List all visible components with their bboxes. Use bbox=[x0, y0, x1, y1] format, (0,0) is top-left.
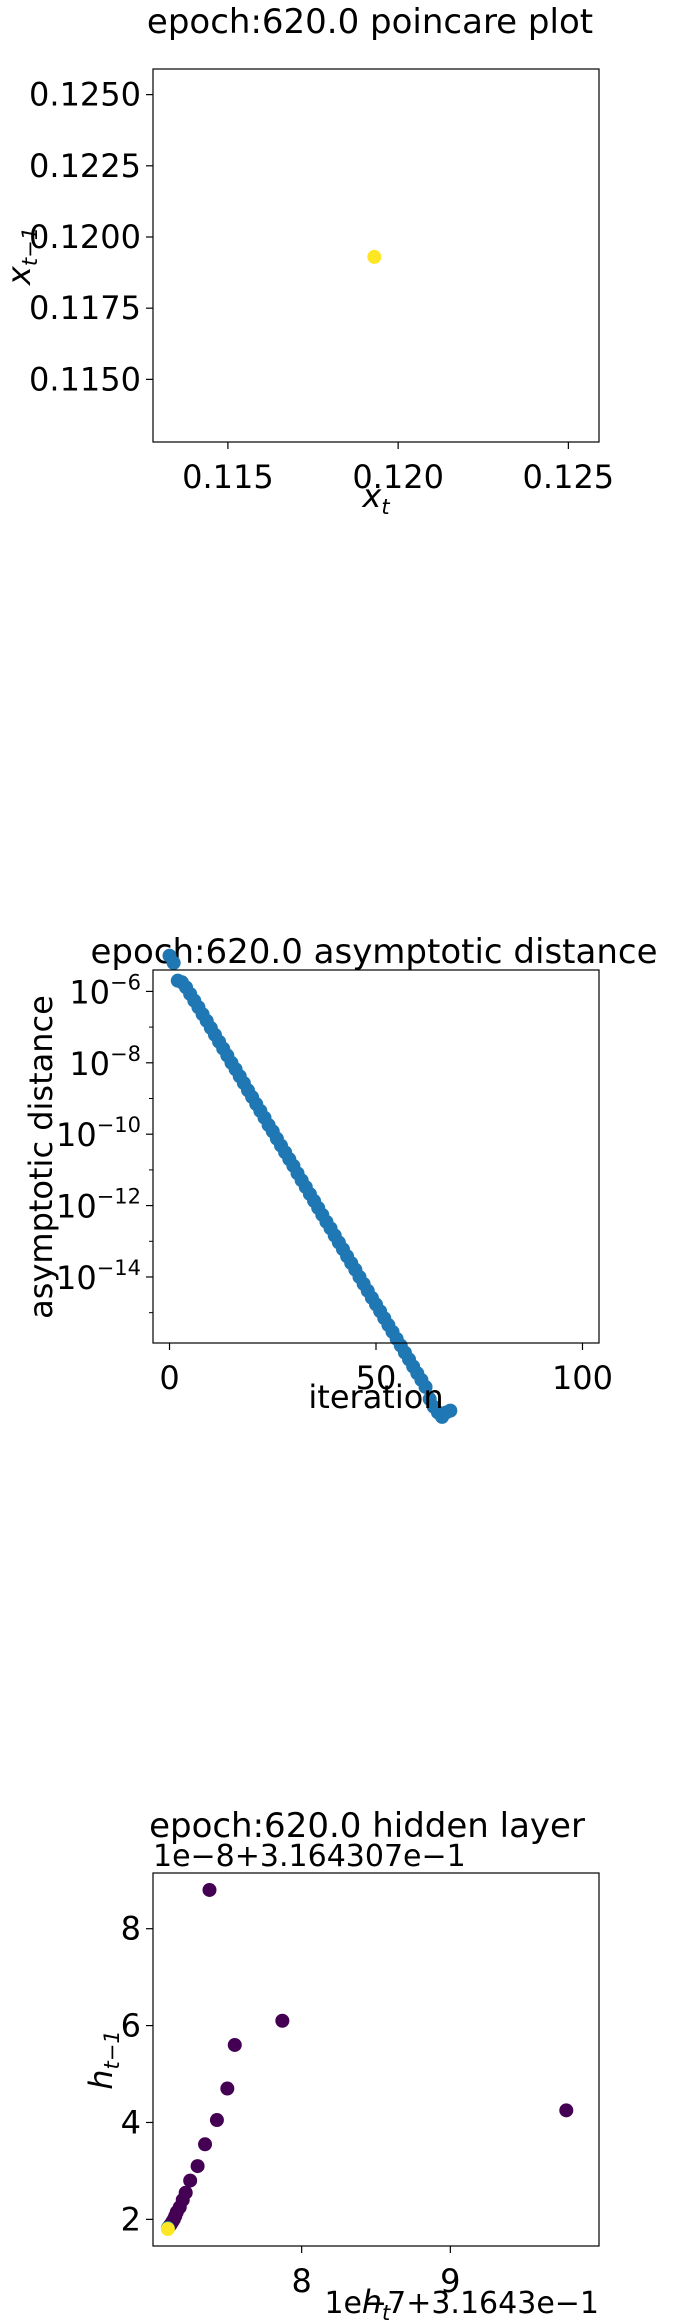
data-point bbox=[418, 1379, 433, 1394]
data-points bbox=[367, 249, 382, 264]
data-points bbox=[160, 1882, 574, 2237]
data-point bbox=[160, 2222, 175, 2237]
x-offset-text: 1e−7+3.1643e−1 bbox=[324, 2286, 599, 2321]
y-axis-label: xt−1 bbox=[0, 227, 42, 286]
tick-labels: 0 50 100 10−6 10−8 10−10 10−12 10−14 bbox=[56, 970, 613, 1397]
y-tick-label: 0.1250 bbox=[29, 76, 141, 114]
data-point bbox=[198, 2137, 213, 2152]
data-point bbox=[166, 955, 181, 970]
axes-frame bbox=[152, 1872, 600, 2247]
data-point bbox=[367, 249, 382, 264]
chart-title: epoch:620.0 hidden layer bbox=[149, 1806, 585, 1846]
y-tick-label: 0.1175 bbox=[29, 289, 141, 327]
asymptotic-distance-chart: epoch:620.0 asymptotic distance 0 50 100 10… bbox=[22, 932, 658, 1424]
y-tick-label: 10−12 bbox=[56, 1185, 141, 1226]
y-tick-label: 0.1200 bbox=[29, 218, 141, 256]
y-offset-text: 1e−8+3.164307e−1 bbox=[153, 1839, 466, 1874]
poincare-chart: epoch:620.0 poincare plot 0.115 0.120 0.12… bbox=[0, 2, 614, 519]
x-axis-label: iteration bbox=[308, 1378, 443, 1416]
x-tick-label: 8 bbox=[291, 2262, 311, 2300]
x-tick-label: 0.115 bbox=[182, 458, 274, 496]
x-tick-label: 0 bbox=[159, 1359, 179, 1397]
y-tick-label: 0.1150 bbox=[29, 360, 141, 398]
axes-frame bbox=[152, 68, 600, 443]
y-tick-label: 6 bbox=[121, 2007, 141, 2045]
data-point bbox=[183, 2173, 198, 2188]
x-tick-label: 100 bbox=[552, 1359, 613, 1397]
chart-title: epoch:620.0 asymptotic distance bbox=[91, 932, 658, 972]
y-tick-label: 10−8 bbox=[69, 1042, 141, 1083]
y-tick-label: 4 bbox=[121, 2103, 141, 2141]
data-point bbox=[275, 2013, 290, 2028]
x-tick-label: 0.125 bbox=[523, 458, 615, 496]
hidden-layer-chart: epoch:620.0 hidden layer 1e−8+3.164307e−… bbox=[82, 1806, 600, 2323]
data-point bbox=[202, 1882, 217, 1897]
data-point bbox=[220, 2081, 235, 2096]
y-tick-label: 10−14 bbox=[56, 1256, 141, 1297]
y-axis-label: ht−1 bbox=[82, 2030, 124, 2089]
x-tick-label: 0.120 bbox=[352, 458, 444, 496]
data-point bbox=[190, 2159, 205, 2174]
tick-labels: 8 9 2 4 6 8 bbox=[121, 1910, 461, 2300]
x-tick-label: 9 bbox=[440, 2262, 460, 2300]
y-tick-label: 2 bbox=[121, 2200, 141, 2238]
data-points bbox=[162, 948, 458, 1424]
chart-title: epoch:620.0 poincare plot bbox=[147, 2, 593, 42]
data-point bbox=[559, 2103, 574, 2118]
axes-frame bbox=[152, 969, 600, 1344]
data-point bbox=[443, 1403, 458, 1418]
tick-labels: 0.115 0.120 0.125 0.1150 0.1175 0.1200 0.1225 0… bbox=[29, 76, 614, 496]
data-point bbox=[227, 2037, 242, 2052]
y-tick-label: 8 bbox=[121, 1910, 141, 1948]
y-tick-label: 0.1225 bbox=[29, 147, 141, 185]
y-axis-label: asymptotic distance bbox=[22, 995, 60, 1319]
data-point bbox=[209, 2113, 224, 2128]
y-tick-label: 10−10 bbox=[56, 1113, 141, 1154]
y-tick-label: 10−6 bbox=[69, 970, 141, 1011]
x-tick-label: 50 bbox=[356, 1359, 397, 1397]
